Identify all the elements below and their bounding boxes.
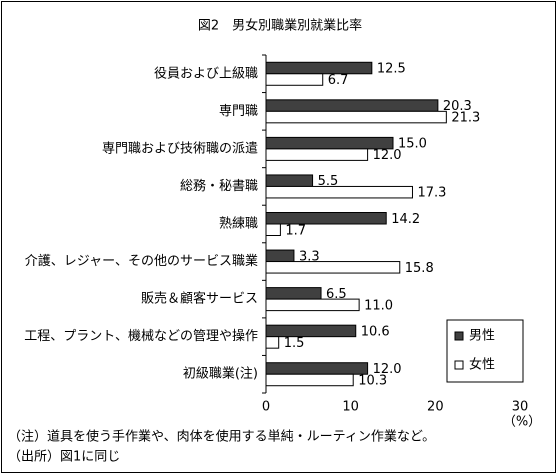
y-tick-label: 専門職 — [219, 104, 258, 119]
y-tick-label: 介護、レジャー、その他のサービス職業 — [25, 253, 258, 269]
bar — [265, 99, 439, 112]
y-tick-label: 販売＆顧客サービス — [141, 291, 258, 307]
y-tick-label: 総務・秘書職 — [180, 179, 258, 194]
value-label: 10.3 — [358, 373, 387, 388]
bar — [265, 373, 354, 387]
y-tick-label: 役員および上級職 — [154, 66, 258, 81]
y-tick-label: 熟練職 — [219, 216, 258, 232]
legend-swatch — [454, 331, 464, 341]
bar — [265, 110, 447, 124]
value-label: 6.7 — [328, 73, 349, 88]
value-label: 12.0 — [373, 362, 402, 377]
bar — [265, 212, 387, 225]
bar — [265, 61, 373, 75]
value-label: 17.3 — [417, 186, 446, 201]
bar — [265, 298, 360, 312]
legend-label: 女性 — [469, 357, 495, 373]
legend-box — [446, 319, 524, 383]
bar — [265, 174, 314, 187]
value-label: 12.5 — [377, 62, 406, 77]
bar — [265, 336, 280, 349]
bar — [265, 73, 324, 86]
value-label: 1.7 — [285, 223, 306, 238]
x-tick-label: 0 — [262, 400, 270, 415]
bar — [265, 362, 369, 375]
bar — [265, 324, 357, 338]
x-tick-label: 20 — [427, 400, 444, 415]
legend-swatch — [454, 360, 464, 370]
value-label: 1.5 — [284, 336, 305, 351]
x-tick-label: 10 — [342, 400, 359, 415]
x-tick-label: 30 — [512, 400, 529, 415]
value-label: 20.3 — [443, 99, 472, 114]
value-label: 11.0 — [364, 298, 393, 313]
bar — [265, 223, 281, 236]
x-unit: （%） — [503, 415, 541, 430]
value-label: 15.0 — [398, 137, 427, 152]
value-label: 10.6 — [361, 324, 390, 339]
note: （出所）図1に同じ — [8, 450, 120, 465]
bar — [265, 148, 369, 161]
y-tick-label: 初級職業(注) — [183, 366, 258, 382]
value-label: 14.2 — [391, 212, 420, 227]
chart-title: 図2 男女別職業別就業比率 — [198, 18, 362, 34]
value-label: 15.8 — [405, 261, 434, 276]
value-label: 6.5 — [326, 287, 347, 302]
bar — [265, 249, 295, 263]
note: （注）道具を使う手作業や、肉体を使用する単純・ルーティン作業など。 — [8, 429, 435, 445]
value-label: 3.3 — [299, 249, 320, 264]
value-label: 21.3 — [451, 111, 480, 126]
legend-label: 男性 — [469, 329, 495, 344]
bar — [265, 261, 401, 274]
bar — [265, 287, 322, 300]
y-tick-label: 工程、プラント、機械などの管理や操作 — [24, 328, 258, 344]
y-tick-label: 専門職および技術職の派遣 — [102, 141, 258, 156]
value-label: 5.5 — [318, 174, 339, 189]
bar — [265, 185, 413, 199]
value-label: 12.0 — [373, 148, 402, 163]
